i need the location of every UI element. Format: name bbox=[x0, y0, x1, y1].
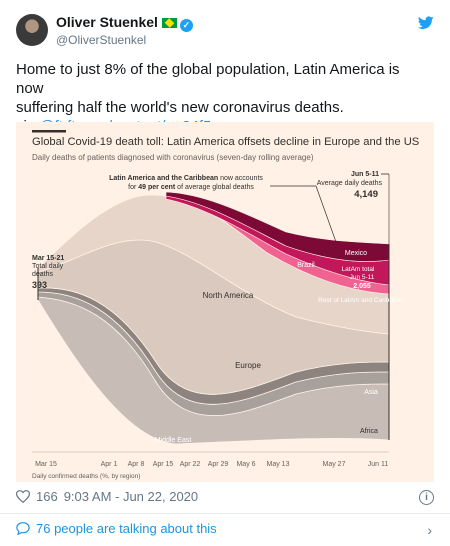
left-label1: Total daily bbox=[32, 263, 64, 270]
x-tick-label: Apr 22 bbox=[180, 461, 201, 468]
top-note-rest2: of average global deaths bbox=[175, 184, 254, 191]
x-tick-label: Mar 15 bbox=[35, 461, 57, 468]
x-tick-label: Apr 1 bbox=[101, 461, 118, 468]
label-africa: Africa bbox=[360, 428, 378, 435]
top-note-bold1: Latin America and the Caribbean bbox=[109, 175, 218, 182]
top-note-pre2: for bbox=[128, 184, 138, 191]
divider bbox=[0, 513, 450, 514]
tweet-text-line2: suffering half the world's new coronavir… bbox=[16, 99, 344, 116]
top-note-leader bbox=[270, 185, 337, 243]
x-tick-label: May 13 bbox=[267, 461, 290, 468]
latam-total-period: Jun 5-11 bbox=[350, 274, 375, 281]
verified-badge-icon: ✓ bbox=[179, 19, 193, 32]
x-tick-label: May 6 bbox=[236, 461, 255, 468]
like-count[interactable]: 166 bbox=[36, 489, 58, 504]
right-value: 4,149 bbox=[354, 189, 378, 200]
author-name[interactable]: Oliver Stuenkel bbox=[56, 14, 158, 30]
latam-total-label: LatAm total bbox=[342, 266, 375, 273]
chart-subtitle: Daily deaths of patients diagnosed with … bbox=[32, 153, 314, 162]
chart-svg: Global Covid-19 death toll: Latin Americ… bbox=[16, 122, 434, 482]
label-rest-of-latam: Rest of LatAm and Caribbean bbox=[318, 297, 404, 304]
author-name-row[interactable]: Oliver Stuenkel ✓ bbox=[56, 14, 193, 32]
brazil-flag-icon bbox=[161, 18, 177, 28]
left-value: 393 bbox=[32, 280, 47, 290]
talking-text[interactable]: 76 people are talking about this bbox=[36, 521, 217, 536]
label-asia: Asia bbox=[364, 389, 378, 396]
label-middle-east: Middle East bbox=[155, 437, 192, 444]
label-north-america: North America bbox=[203, 291, 254, 300]
right-label: Average daily deaths bbox=[317, 180, 383, 187]
label-europe: Europe bbox=[235, 361, 261, 370]
x-tick-label: Apr 8 bbox=[128, 461, 145, 468]
chart-footer: Daily confirmed deaths (%, by region) bbox=[32, 473, 140, 480]
tweet-text-line1: Home to just 8% of the global population… bbox=[16, 61, 400, 97]
tweet-timestamp[interactable]: 9:03 AM - Jun 22, 2020 bbox=[63, 489, 199, 504]
x-ticks: Mar 15 Apr 1 Apr 8 Apr 15 Apr 22 Apr 29 May 6 M… bbox=[35, 461, 388, 468]
left-label2: deaths bbox=[32, 271, 54, 278]
x-tick-label: Apr 29 bbox=[208, 461, 229, 468]
top-note-bold2: 49 per cent bbox=[138, 184, 176, 191]
twitter-bird-icon[interactable] bbox=[418, 16, 434, 30]
chevron-right-icon[interactable]: › bbox=[427, 522, 432, 538]
x-tick-label: Jun 11 bbox=[368, 461, 389, 468]
top-note-line1: Latin America and the Caribbean now acco… bbox=[109, 175, 263, 182]
talking-link[interactable]: 76 people are talking about this bbox=[16, 521, 217, 536]
right-period: Jun 5-11 bbox=[351, 171, 379, 178]
info-icon[interactable]: i bbox=[419, 490, 434, 505]
author-handle[interactable]: @OliverStuenkel bbox=[56, 33, 147, 47]
heart-icon[interactable] bbox=[16, 490, 30, 503]
top-note-rest1: now accounts bbox=[218, 175, 263, 182]
label-brazil: Brazil bbox=[297, 262, 315, 269]
top-note-line2: for 49 per cent of average global deaths bbox=[128, 184, 254, 191]
avatar[interactable] bbox=[16, 14, 48, 46]
x-tick-label: Apr 15 bbox=[153, 461, 174, 468]
speech-bubble-icon bbox=[16, 522, 30, 535]
left-period: Mar 15-21 bbox=[32, 255, 64, 262]
chart-title: Global Covid-19 death toll: Latin Americ… bbox=[32, 136, 419, 148]
title-rule bbox=[32, 130, 66, 133]
latam-total-value: 2,055 bbox=[353, 283, 371, 290]
label-mexico: Mexico bbox=[345, 250, 367, 257]
tweet-meta: 166 9:03 AM - Jun 22, 2020 bbox=[16, 489, 198, 504]
chart-card[interactable]: Global Covid-19 death toll: Latin Americ… bbox=[16, 122, 434, 482]
x-tick-label: May 27 bbox=[323, 461, 346, 468]
